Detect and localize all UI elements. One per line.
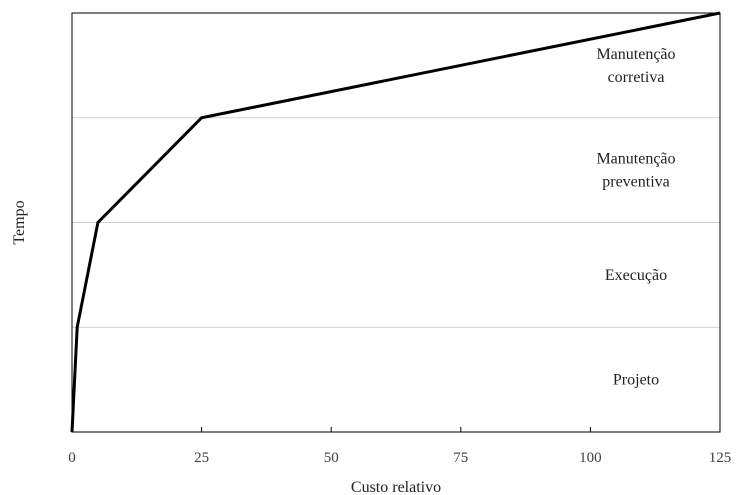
phase-label-4: corretiva (608, 69, 665, 86)
phase-label-2: Execução (605, 267, 667, 284)
phase-labels: Projeto Execução Manutenção preventiva Manut… (596, 46, 675, 389)
plot-area-frame (71, 12, 721, 433)
x-tick-label: 125 (709, 450, 732, 466)
x-axis-label: Custo relativo (351, 479, 441, 495)
x-tick-label: 25 (194, 450, 209, 466)
phase-label-3: preventiva (602, 174, 670, 191)
phase-label-1: Projeto (613, 372, 659, 389)
y-axis-label: Tempo (11, 200, 28, 244)
cost-curve-line (70, 11, 721, 433)
x-axis-ticks: 0 25 50 75 100 125 (68, 427, 731, 466)
x-tick-label: 75 (453, 450, 468, 466)
x-tick-label: 100 (579, 450, 602, 466)
x-tick-label: 50 (324, 450, 339, 466)
x-tick-label: 0 (68, 450, 76, 466)
phase-dividers (72, 117, 720, 328)
phase-label-4: Manutenção (596, 46, 675, 63)
phase-label-3: Manutenção (596, 151, 675, 168)
